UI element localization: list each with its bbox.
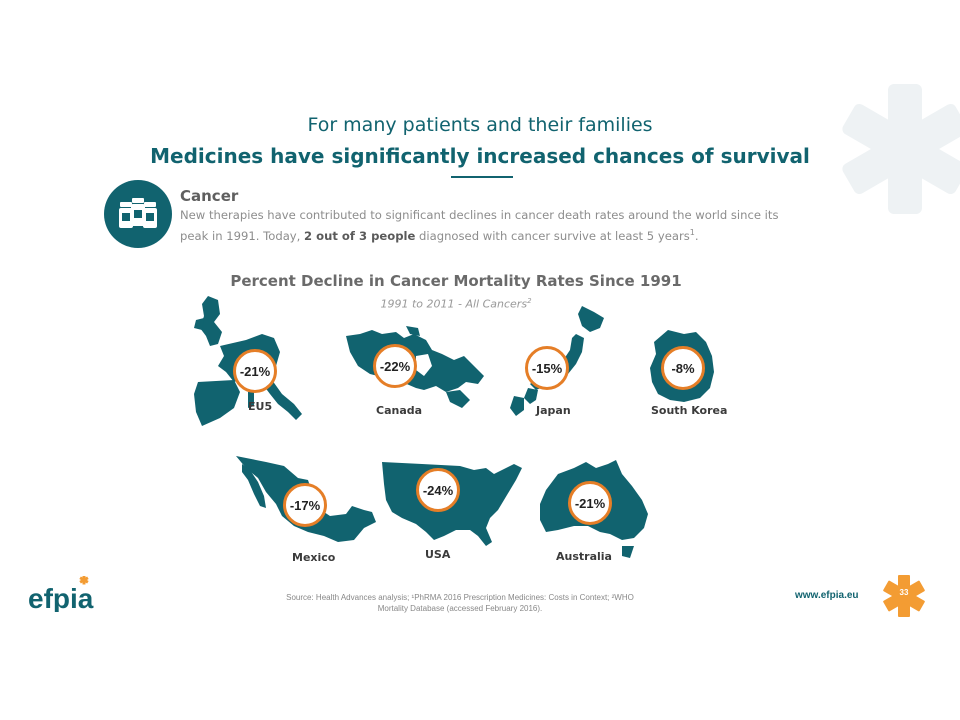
south-korea-value-badge: -8%	[661, 346, 705, 390]
eu5-value-badge: -21%	[233, 349, 277, 393]
maps-subtitle: 1991 to 2011 - All Cancers2	[380, 297, 532, 311]
usa-value-badge: -24%	[416, 468, 460, 512]
page-number: 33	[899, 588, 909, 597]
efpia-logo-text: efpia	[28, 583, 94, 612]
japan-value-badge: -15%	[525, 346, 569, 390]
title-underline	[451, 176, 513, 178]
asterisk-watermark-icon	[842, 84, 960, 214]
usa-label: USA	[425, 548, 451, 561]
canada-value-badge: -22%	[373, 344, 417, 388]
subtitle-heading: For many patients and their families	[307, 114, 653, 136]
website-link[interactable]: www.efpia.eu	[795, 590, 859, 601]
australia-label: Australia	[556, 550, 612, 563]
canada-label: Canada	[376, 404, 423, 417]
japan-label: Japan	[536, 404, 571, 417]
australia-value-badge: -21%	[568, 481, 612, 525]
medicine-bottles-icon	[104, 180, 172, 248]
maps-title: Percent Decline in Cancer Mortality Rate…	[230, 272, 682, 290]
page-number-asterisk-icon	[883, 575, 925, 617]
eu5-label: EU5	[248, 400, 273, 413]
efpia-logo: efpia	[28, 576, 94, 612]
cancer-description: New therapies have contributed to signif…	[180, 208, 779, 243]
mexico-value-badge: -17%	[283, 483, 327, 527]
page-title: Medicines have significantly increased c…	[150, 144, 810, 168]
south-korea-label: South Korea	[651, 404, 728, 417]
cancer-title: Cancer	[180, 187, 239, 205]
source-citation: Source: Health Advances analysis; ¹PhRMA…	[286, 593, 634, 613]
mexico-label: Mexico	[292, 551, 336, 564]
